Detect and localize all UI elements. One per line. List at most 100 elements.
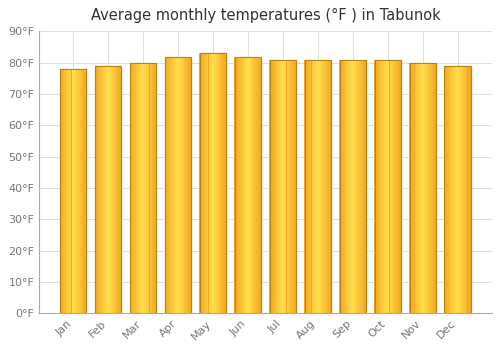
Bar	[410, 63, 436, 313]
Bar	[328, 60, 330, 313]
Bar	[242, 56, 244, 313]
Bar	[359, 60, 360, 313]
Bar	[256, 56, 257, 313]
Bar	[246, 56, 247, 313]
Bar	[458, 66, 460, 313]
Bar	[94, 66, 96, 313]
Bar	[101, 66, 102, 313]
Bar	[106, 66, 108, 313]
Bar	[76, 69, 77, 313]
Bar	[420, 63, 421, 313]
Bar	[182, 56, 184, 313]
Bar	[318, 60, 320, 313]
Bar	[69, 69, 70, 313]
Bar	[169, 56, 170, 313]
Bar	[133, 63, 134, 313]
Bar	[409, 63, 410, 313]
Bar	[254, 56, 255, 313]
Bar	[358, 60, 359, 313]
Bar	[382, 60, 383, 313]
Bar	[419, 63, 420, 313]
Bar	[416, 63, 417, 313]
Bar	[211, 54, 212, 313]
Bar	[113, 66, 114, 313]
Bar	[284, 60, 286, 313]
Bar	[464, 66, 465, 313]
Bar	[236, 56, 237, 313]
Bar	[187, 56, 188, 313]
Bar	[427, 63, 428, 313]
Bar	[165, 56, 191, 313]
Bar	[380, 60, 382, 313]
Bar	[135, 63, 136, 313]
Bar	[271, 60, 272, 313]
Bar	[153, 63, 154, 313]
Bar	[184, 56, 186, 313]
Bar	[166, 56, 167, 313]
Bar	[293, 60, 294, 313]
Bar	[272, 60, 273, 313]
Bar	[82, 69, 83, 313]
Bar	[326, 60, 327, 313]
Bar	[350, 60, 351, 313]
Bar	[176, 56, 177, 313]
Bar	[392, 60, 393, 313]
Bar	[289, 60, 290, 313]
Bar	[255, 56, 256, 313]
Bar	[96, 66, 98, 313]
Bar	[278, 60, 280, 313]
Bar	[339, 60, 340, 313]
Bar	[213, 54, 214, 313]
Bar	[224, 54, 225, 313]
Bar	[309, 60, 310, 313]
Bar	[170, 56, 171, 313]
Bar	[202, 54, 203, 313]
Bar	[237, 56, 238, 313]
Bar	[466, 66, 468, 313]
Bar	[65, 69, 66, 313]
Bar	[132, 63, 133, 313]
Bar	[282, 60, 283, 313]
Bar	[188, 56, 189, 313]
Bar	[434, 63, 436, 313]
Bar	[346, 60, 348, 313]
Bar	[353, 60, 354, 313]
Bar	[62, 69, 64, 313]
Bar	[181, 56, 182, 313]
Bar	[462, 66, 463, 313]
Bar	[238, 56, 239, 313]
Bar	[286, 60, 288, 313]
Bar	[68, 69, 69, 313]
Bar	[375, 60, 376, 313]
Bar	[361, 60, 362, 313]
Bar	[64, 69, 65, 313]
Bar	[283, 60, 284, 313]
Bar	[98, 66, 99, 313]
Bar	[304, 60, 305, 313]
Bar	[130, 63, 132, 313]
Bar	[223, 54, 224, 313]
Bar	[100, 66, 101, 313]
Bar	[72, 69, 74, 313]
Bar	[398, 60, 400, 313]
Bar	[186, 56, 187, 313]
Bar	[386, 60, 387, 313]
Bar	[168, 56, 169, 313]
Bar	[280, 60, 281, 313]
Bar	[200, 54, 202, 313]
Bar	[70, 69, 72, 313]
Bar	[174, 56, 176, 313]
Bar	[463, 66, 464, 313]
Bar	[154, 63, 155, 313]
Bar	[395, 60, 396, 313]
Bar	[252, 56, 254, 313]
Bar	[180, 56, 181, 313]
Bar	[421, 63, 422, 313]
Bar	[99, 66, 100, 313]
Bar	[104, 66, 106, 313]
Bar	[140, 63, 141, 313]
Bar	[394, 60, 395, 313]
Bar	[429, 63, 430, 313]
Bar	[215, 54, 216, 313]
Bar	[178, 56, 179, 313]
